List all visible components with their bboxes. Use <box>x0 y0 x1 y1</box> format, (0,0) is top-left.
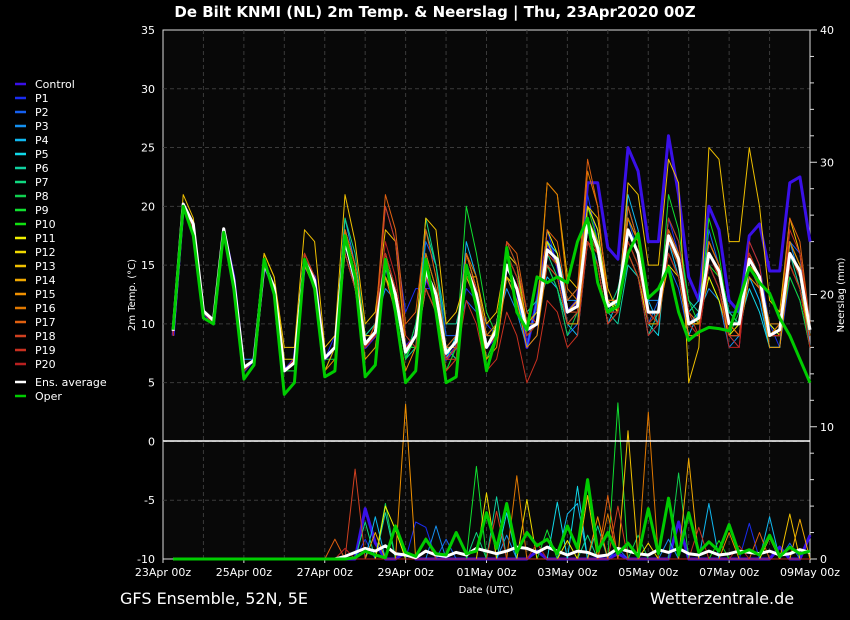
x-tick-label: 07May 00z <box>699 566 759 579</box>
legend-label-p16: P16 <box>35 302 56 315</box>
y-tick-label: 30 <box>141 83 155 96</box>
y-tick-label: -10 <box>137 553 155 566</box>
x-tick-label: 05May 00z <box>618 566 678 579</box>
legend-label-p13: P13 <box>35 260 56 273</box>
legend-label-p9: P9 <box>35 204 49 217</box>
legend-label-p19: P19 <box>35 344 56 357</box>
y-tick-label: 35 <box>141 24 155 37</box>
legend-label-p10: P10 <box>35 218 56 231</box>
footer-source: Wetterzentrale.de <box>650 589 794 608</box>
temp-line-ens-average <box>171 202 812 373</box>
legend-label-p15: P15 <box>35 288 56 301</box>
y2-tick-label: 20 <box>820 289 834 302</box>
precip-line-oper <box>173 478 811 561</box>
y-tick-label: 10 <box>141 318 155 331</box>
x-tick-label: 23Apr 00z <box>135 566 192 579</box>
legend: ControlP1P2P3P4P5P6P7P8P9P10P11P12P13P14… <box>15 78 107 403</box>
y-tick-label: 25 <box>141 142 155 155</box>
legend-label-p11: P11 <box>35 232 56 245</box>
x-tick-label: 29Apr 00z <box>377 566 434 579</box>
legend-label-p12: P12 <box>35 246 56 259</box>
x-tick-label: 27Apr 00z <box>297 566 354 579</box>
legend-label-p1: P1 <box>35 92 49 105</box>
x-tick-label: 03May 00z <box>537 566 597 579</box>
y-tick-label: 15 <box>141 259 155 272</box>
legend-label-p20: P20 <box>35 358 56 371</box>
legend-label-oper: Oper <box>35 390 62 403</box>
y2-tick-label: 30 <box>820 156 834 169</box>
chart-title: De Bilt KNMI (NL) 2m Temp. & Neerslag | … <box>174 3 695 22</box>
y2-tick-label: 10 <box>820 421 834 434</box>
legend-label-p4: P4 <box>35 134 49 147</box>
legend-label-p6: P6 <box>35 162 49 175</box>
legend-label-control: Control <box>35 78 75 91</box>
y2-tick-label: 40 <box>820 24 834 37</box>
y-tick-label: 0 <box>148 435 155 448</box>
x-axis-label: Date (UTC) <box>459 585 514 596</box>
legend-label-p18: P18 <box>35 330 56 343</box>
temp-line-p13 <box>172 147 811 384</box>
precip-series <box>173 402 812 561</box>
legend-label-p5: P5 <box>35 148 49 161</box>
footer-model: GFS Ensemble, 52N, 5E <box>120 589 308 608</box>
x-tick-label: 01May 00z <box>456 566 516 579</box>
y2-tick-label: 0 <box>820 553 827 566</box>
y2-axis-label: Neerslag (mm) <box>836 257 847 332</box>
legend-label-p3: P3 <box>35 120 49 133</box>
x-tick-label: 25Apr 00z <box>216 566 273 579</box>
legend-label-p2: P2 <box>35 106 49 119</box>
y-tick-label: -5 <box>144 494 155 507</box>
legend-label-p14: P14 <box>35 274 56 287</box>
legend-label-p8: P8 <box>35 190 49 203</box>
legend-label-ens-average: Ens. average <box>35 376 107 389</box>
y-axis-label: 2m Temp. (°C) <box>127 259 138 331</box>
temp-series <box>171 134 812 396</box>
x-tick-label: 09May 00z <box>780 566 840 579</box>
y-tick-label: 5 <box>148 377 155 390</box>
temp-line-oper <box>171 204 812 396</box>
y-tick-label: 20 <box>141 200 155 213</box>
legend-label-p7: P7 <box>35 176 49 189</box>
legend-label-p17: P17 <box>35 316 56 329</box>
